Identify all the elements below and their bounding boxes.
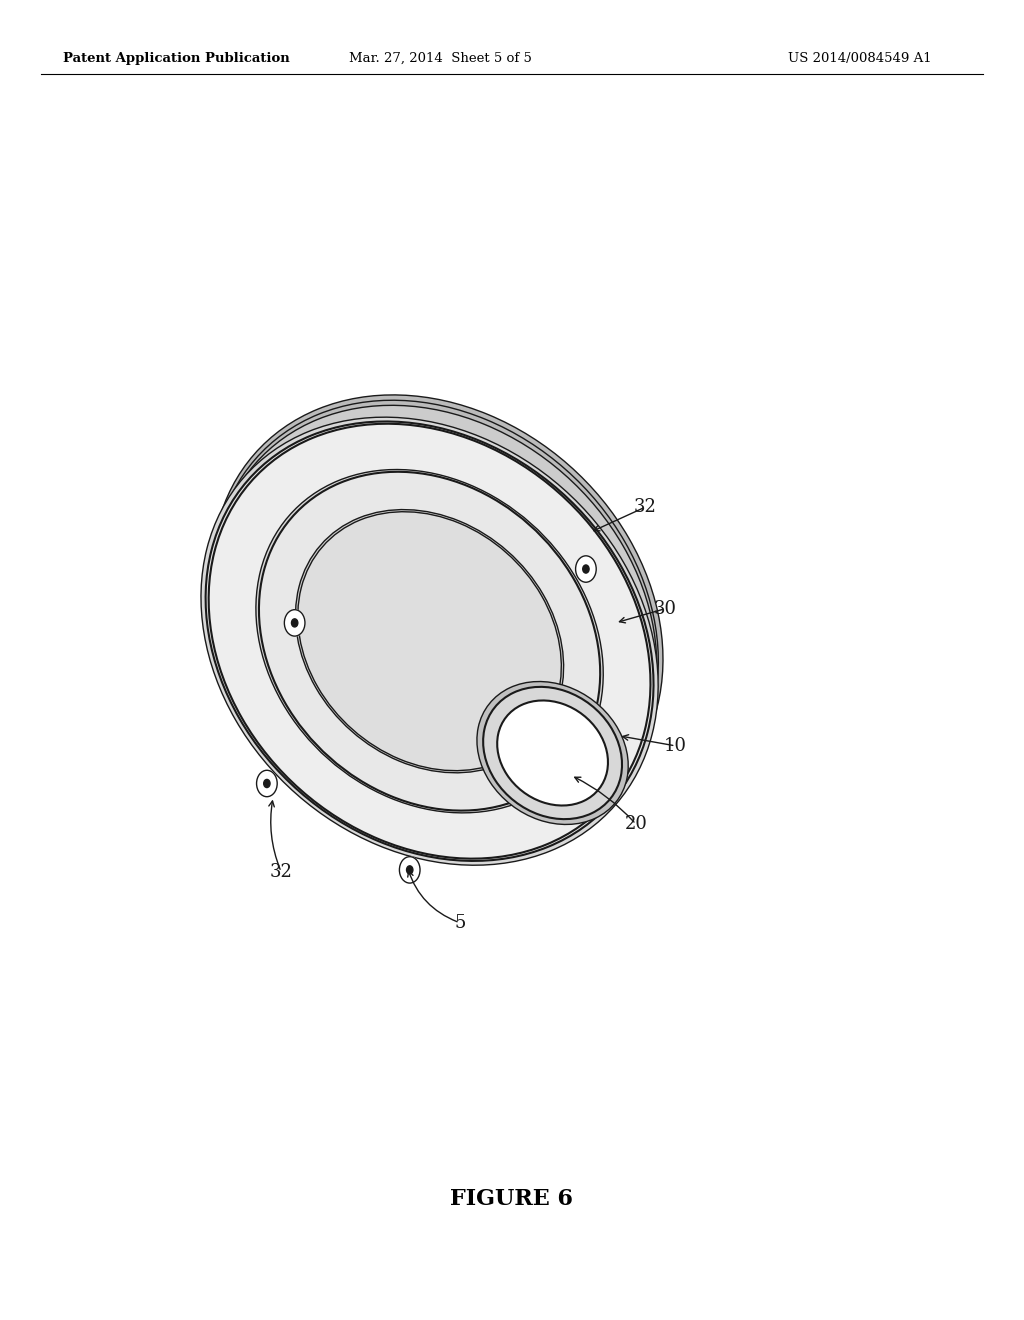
Ellipse shape <box>259 471 600 810</box>
Circle shape <box>285 610 305 636</box>
Circle shape <box>575 556 596 582</box>
Ellipse shape <box>201 417 658 865</box>
Text: 5: 5 <box>454 913 466 932</box>
Ellipse shape <box>206 421 653 861</box>
Text: 20: 20 <box>625 816 647 833</box>
Text: 32: 32 <box>269 863 293 880</box>
Ellipse shape <box>296 510 563 772</box>
Ellipse shape <box>213 405 656 841</box>
Circle shape <box>257 771 278 797</box>
Text: FIGURE 6: FIGURE 6 <box>451 1188 573 1209</box>
Ellipse shape <box>298 512 561 771</box>
Ellipse shape <box>256 470 603 813</box>
Ellipse shape <box>212 395 663 837</box>
Text: 30: 30 <box>653 599 677 618</box>
Circle shape <box>292 619 298 627</box>
Circle shape <box>264 779 270 788</box>
Text: 10: 10 <box>665 737 687 755</box>
Circle shape <box>399 857 420 883</box>
Ellipse shape <box>477 681 629 825</box>
Circle shape <box>407 866 413 874</box>
Circle shape <box>583 565 589 573</box>
Text: 32: 32 <box>634 498 656 516</box>
Text: US 2014/0084549 A1: US 2014/0084549 A1 <box>788 51 932 65</box>
Text: Mar. 27, 2014  Sheet 5 of 5: Mar. 27, 2014 Sheet 5 of 5 <box>349 51 531 65</box>
Ellipse shape <box>483 686 622 820</box>
Ellipse shape <box>209 424 650 858</box>
Text: Patent Application Publication: Patent Application Publication <box>63 51 290 65</box>
Ellipse shape <box>498 701 608 805</box>
